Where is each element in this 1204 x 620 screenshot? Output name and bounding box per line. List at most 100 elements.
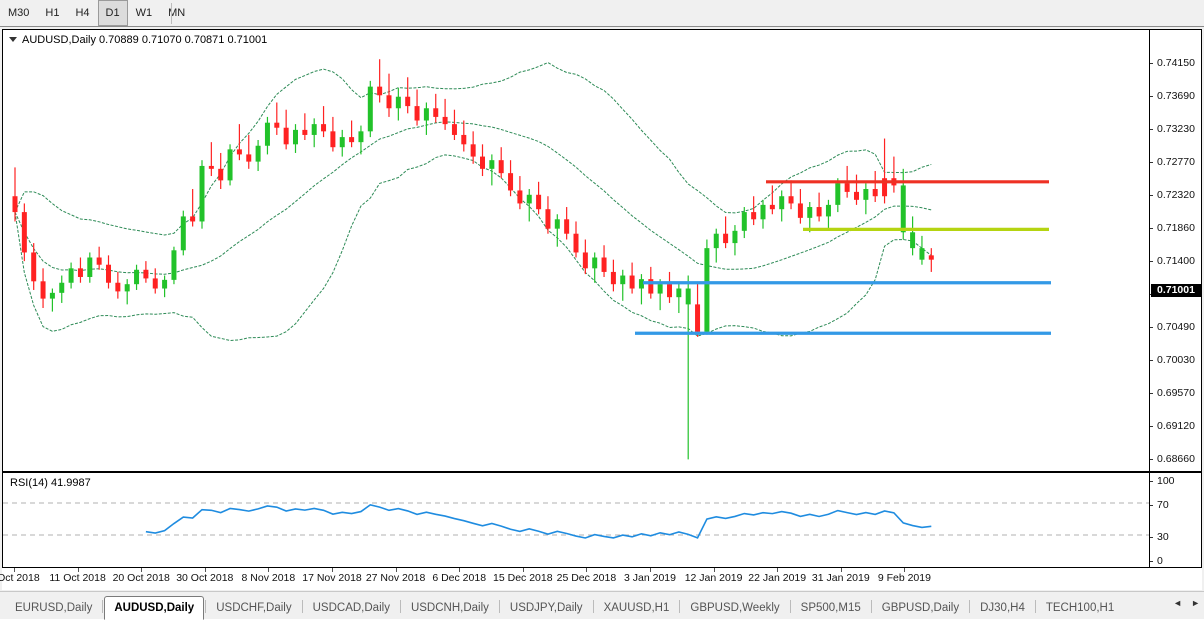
candle-body	[40, 281, 46, 299]
candle-body	[330, 131, 336, 148]
price-tick: 0.73230	[1150, 123, 1202, 135]
candle-body	[255, 145, 261, 162]
timeframe-w1[interactable]: W1	[135, 7, 153, 19]
candle-body	[171, 250, 177, 280]
chart-tab-gbpusd-weekly[interactable]: GBPUSD,Weekly	[690, 601, 780, 614]
candle-body	[134, 269, 140, 285]
candle-body	[882, 178, 888, 197]
price-chart-panel[interactable]: AUDUSD,Daily 0.70889 0.71070 0.70871 0.7…	[2, 29, 1202, 498]
timeframe-h4[interactable]: H4	[75, 7, 90, 19]
candle-body	[508, 173, 514, 191]
price-tick: 0.70490	[1150, 321, 1202, 333]
timeframe-mn[interactable]: MN	[168, 7, 186, 19]
candle-body	[115, 282, 121, 292]
price-tick: 0.71860	[1150, 222, 1202, 234]
price-svg	[12, 59, 1051, 460]
candle-body	[816, 207, 822, 217]
candle-body	[825, 204, 831, 217]
chart-tab-tech100-h1[interactable]: TECH100,H1	[1045, 601, 1115, 614]
candle-body	[190, 216, 196, 222]
chart-tab-usdcad-daily[interactable]: USDCAD,Daily	[312, 601, 390, 614]
date-tick	[904, 568, 906, 572]
candle-body	[68, 268, 74, 283]
tab-separator	[301, 599, 303, 613]
candle-body	[21, 212, 27, 253]
candle-body	[695, 304, 701, 332]
tab-scroll-left-icon[interactable]: ◄	[1173, 598, 1183, 608]
rsi-plot-area[interactable]	[3, 473, 1149, 567]
chart-tab-eurusd-daily[interactable]: EURUSD,Daily	[15, 601, 93, 614]
date-tick	[14, 568, 15, 572]
tab-separator	[789, 599, 791, 613]
rsi-scale[interactable]: 100 70 30 0	[1149, 473, 1201, 567]
price-plot-area[interactable]	[3, 30, 1149, 471]
candle-body	[180, 216, 186, 251]
candle-body	[480, 156, 485, 169]
chart-tab-xauusd-h1[interactable]: XAUUSD,H1	[603, 601, 670, 614]
date-label: 9 Feb 2019	[877, 572, 931, 584]
date-label: 2 Oct 2018	[0, 572, 40, 584]
candle-body	[872, 189, 878, 197]
candle-body	[704, 248, 710, 332]
tab-separator	[205, 599, 207, 613]
candle-body	[274, 122, 280, 128]
rsi-tick: 0	[1150, 555, 1202, 567]
date-label: 31 Jan 2019	[811, 572, 870, 584]
tab-scroll-right-icon[interactable]: ►	[1191, 598, 1200, 608]
candle-body	[741, 212, 747, 231]
timeframe-toolbar: M30 H1 H4 D1 W1 MN	[0, 0, 1204, 27]
date-tick	[77, 568, 79, 572]
candle-body	[564, 219, 570, 234]
chart-header-text: AUDUSD,Daily 0.70889 0.71070 0.70871 0.7…	[22, 34, 268, 46]
chart-tab-sp500-m15[interactable]: SP500,M15	[800, 601, 861, 614]
candle-body	[302, 129, 308, 135]
candle-body	[545, 209, 551, 229]
candle-body	[844, 183, 850, 192]
candle-body	[311, 124, 317, 135]
rsi-panel[interactable]: RSI(14) 41.9987 100 70 30 0	[2, 472, 1202, 568]
candle-body	[77, 268, 83, 277]
date-label: 11 Oct 2018	[49, 572, 106, 584]
chart-tab-audusd-daily[interactable]: AUDUSD,Daily	[104, 596, 205, 620]
chart-header: AUDUSD,Daily 0.70889 0.71070 0.70871 0.7…	[9, 34, 267, 46]
date-label: 15 Dec 2018	[493, 572, 553, 584]
candle-body	[96, 257, 102, 265]
candle-body	[246, 154, 252, 162]
price-tick: 0.73690	[1150, 90, 1202, 102]
date-tick	[141, 568, 143, 572]
price-tick: 0.70030	[1150, 354, 1202, 366]
timeframe-h1[interactable]: H1	[45, 7, 60, 19]
chart-tab-usdcnh-daily[interactable]: USDCNH,Daily	[410, 601, 489, 614]
chart-tab-gbpusd-daily[interactable]: GBPUSD,Daily	[881, 601, 960, 614]
candle-body	[751, 212, 757, 220]
candle-body	[162, 279, 168, 289]
candle-body	[900, 185, 906, 233]
rsi-svg	[3, 502, 1149, 539]
candle-body	[732, 230, 738, 244]
candle-body	[667, 284, 672, 298]
timeframe-m30[interactable]: M30	[8, 7, 30, 19]
candle-body	[293, 129, 298, 145]
chart-tab-usdjpy-daily[interactable]: USDJPY,Daily	[509, 601, 583, 614]
candle-body	[236, 149, 242, 155]
candle-body	[713, 233, 719, 249]
date-axis[interactable]: 2 Oct 2018 11 Oct 2018 20 Oct 2018 30 Oct 2…	[0, 568, 1202, 590]
candle-body	[31, 252, 37, 282]
chart-tab-dj30-h4[interactable]: DJ30,H4	[980, 601, 1025, 614]
bollinger-upper-line	[14, 62, 932, 236]
chart-dropdown-icon[interactable]	[9, 37, 17, 42]
candle-body	[601, 257, 607, 272]
rsi-header: RSI(14) 41.9987	[10, 477, 91, 489]
chart-tabs: EURUSD,Daily AUDUSD,Daily USDCHF,Daily USDC…	[6, 592, 1123, 620]
candle-body	[442, 116, 448, 125]
chart-tab-usdchf-daily[interactable]: USDCHF,Daily	[216, 601, 292, 614]
toolbar-separator	[171, 3, 172, 24]
date-tick	[332, 568, 333, 572]
rsi-line	[145, 504, 932, 539]
date-tick	[713, 568, 715, 572]
rsi-tick: 30	[1150, 531, 1202, 543]
timeframe-d1[interactable]: D1	[97, 0, 128, 26]
candle-body	[592, 257, 598, 269]
price-scale[interactable]: 0.74150 0.73690 0.73230 0.72770 0.72320 0.718…	[1149, 30, 1202, 498]
candle-body	[143, 269, 149, 279]
